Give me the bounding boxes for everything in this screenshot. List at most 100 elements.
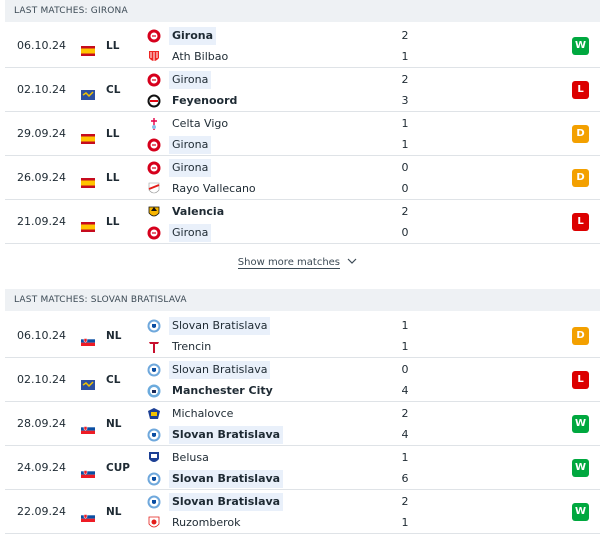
away-score: 1 — [401, 340, 409, 353]
section-header-girona: LAST MATCHES: GIRONA — [5, 0, 600, 22]
competition-label: CL — [106, 84, 121, 96]
home-team-name: Girona — [169, 27, 217, 45]
girona-crest-icon — [147, 73, 161, 87]
belusa-crest-icon — [147, 451, 161, 465]
home-score: 1 — [401, 117, 409, 130]
competition-label: CL — [106, 374, 121, 386]
home-score: 1 — [401, 451, 409, 464]
home-team-name: Michalovce — [172, 407, 234, 420]
result-badge: W — [572, 503, 589, 521]
match-row[interactable]: 26.09.24 LL Girona Rayo Vallecano 0 0 D — [5, 156, 600, 200]
result-badge: L — [572, 213, 589, 231]
away-score: 1 — [401, 516, 409, 529]
result-badge: L — [572, 371, 589, 389]
match-row[interactable]: 02.10.24 CL Girona Feyenoord 2 3 L — [5, 68, 600, 112]
away-team-name: Trencin — [172, 340, 212, 353]
girona-crest-icon — [147, 29, 161, 43]
slovakia-flag-icon — [81, 507, 95, 522]
home-score: 1 — [401, 319, 409, 332]
competition-label: NL — [106, 506, 122, 518]
valencia-crest-icon — [147, 205, 161, 219]
competition-label: LL — [106, 216, 120, 228]
away-team-name: Ruzomberok — [172, 516, 241, 529]
result-badge: W — [572, 415, 589, 433]
match-row[interactable]: 06.10.24 LL Girona Ath Bilbao 2 1 W — [5, 24, 600, 68]
result-badge: L — [572, 81, 589, 99]
away-score: 0 — [401, 182, 409, 195]
home-score: 0 — [401, 363, 409, 376]
slovan-crest-icon — [147, 472, 161, 486]
competition-label: LL — [106, 172, 120, 184]
home-team-name: Girona — [169, 159, 212, 177]
home-score: 2 — [401, 205, 409, 218]
show-more-label: Show more matches — [237, 257, 341, 269]
away-team-name: Feyenoord — [172, 94, 238, 107]
girona-crest-icon — [147, 226, 161, 240]
home-team-name: Belusa — [172, 451, 209, 464]
show-more-matches-link[interactable]: Show more matches — [0, 257, 595, 269]
home-team-name: Slovan Bratislava — [169, 317, 271, 335]
competition-label: CUP — [106, 462, 130, 474]
home-team-name: Celta Vigo — [172, 117, 229, 130]
result-badge: W — [572, 459, 589, 477]
match-date: 29.09.24 — [17, 127, 66, 140]
match-row[interactable]: 29.09.24 LL Celta Vigo Girona 1 1 D — [5, 112, 600, 156]
away-score: 4 — [401, 384, 409, 397]
home-score: 2 — [401, 407, 409, 420]
europe-flag-icon — [81, 85, 95, 100]
match-date: 22.09.24 — [17, 505, 66, 518]
home-team-name: Slovan Bratislava — [169, 361, 271, 379]
away-score: 1 — [401, 50, 409, 63]
home-score: 2 — [401, 73, 409, 86]
away-score: 4 — [401, 428, 409, 441]
europe-flag-icon — [81, 375, 95, 390]
slovan-crest-icon — [147, 495, 161, 509]
match-date: 02.10.24 — [17, 373, 66, 386]
home-team-name: Valencia — [172, 205, 225, 218]
bilbao-crest-icon — [147, 50, 161, 64]
match-row[interactable]: 28.09.24 NL Michalovce Slovan Bratislava 2 4 W — [5, 402, 600, 446]
match-date: 21.09.24 — [17, 215, 66, 228]
home-score: 2 — [401, 29, 409, 42]
match-date: 26.09.24 — [17, 171, 66, 184]
slovan-crest-icon — [147, 363, 161, 377]
match-row[interactable]: 24.09.24 CUP Belusa Slovan Bratislava 1 6 W — [5, 446, 600, 490]
away-team-name: Slovan Bratislava — [169, 426, 284, 444]
away-score: 1 — [401, 138, 409, 151]
slovan-crest-icon — [147, 319, 161, 333]
result-badge: W — [572, 37, 589, 55]
home-team-name: Girona — [169, 71, 212, 89]
result-badge: D — [572, 125, 589, 143]
result-badge: D — [572, 327, 589, 345]
competition-label: NL — [106, 330, 122, 342]
slovan-crest-icon — [147, 428, 161, 442]
match-date: 24.09.24 — [17, 461, 66, 474]
home-score: 2 — [401, 495, 409, 508]
rayo-crest-icon — [147, 182, 161, 196]
away-team-name: Girona — [169, 136, 212, 154]
match-row[interactable]: 21.09.24 LL Valencia Girona 2 0 L — [5, 200, 600, 244]
slovakia-flag-icon — [81, 419, 95, 434]
spain-flag-icon — [81, 129, 95, 144]
competition-label: LL — [106, 128, 120, 140]
away-score: 3 — [401, 94, 409, 107]
feyenoord-crest-icon — [147, 94, 161, 108]
slovakia-flag-icon — [81, 463, 95, 478]
home-team-name: Slovan Bratislava — [169, 493, 284, 511]
match-row[interactable]: 02.10.24 CL Slovan Bratislava Manchester Ci… — [5, 358, 600, 402]
away-score: 6 — [401, 472, 409, 485]
match-row[interactable]: 06.10.24 NL Slovan Bratislava Trencin 1 1 D — [5, 314, 600, 358]
match-row[interactable]: 22.09.24 NL Slovan Bratislava Ruzomberok 2 1 W — [5, 490, 600, 534]
match-date: 02.10.24 — [17, 83, 66, 96]
competition-label: LL — [106, 40, 120, 52]
slovakia-flag-icon — [81, 331, 95, 346]
mancity-crest-icon — [147, 384, 161, 398]
competition-label: NL — [106, 418, 122, 430]
away-team-name: Girona — [169, 224, 212, 242]
away-team-name: Manchester City — [172, 384, 273, 397]
result-badge: D — [572, 169, 589, 187]
match-date: 06.10.24 — [17, 39, 66, 52]
match-date: 28.09.24 — [17, 417, 66, 430]
michalovce-crest-icon — [147, 407, 161, 421]
away-team-name: Ath Bilbao — [172, 50, 229, 63]
